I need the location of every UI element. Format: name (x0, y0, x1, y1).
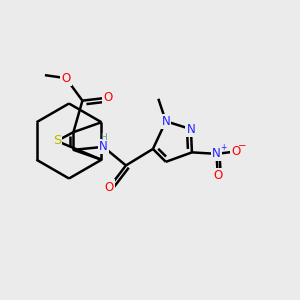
Text: S: S (53, 134, 61, 148)
Text: O: O (231, 145, 241, 158)
Text: N: N (99, 140, 108, 153)
Text: O: O (61, 72, 70, 85)
Text: O: O (213, 169, 222, 182)
Text: N: N (212, 147, 221, 161)
Text: N: N (187, 123, 195, 136)
Text: −: − (238, 141, 247, 151)
Text: N: N (161, 115, 170, 128)
Text: O: O (105, 181, 114, 194)
Text: H: H (100, 133, 107, 142)
Text: O: O (103, 91, 112, 104)
Text: +: + (220, 143, 226, 152)
